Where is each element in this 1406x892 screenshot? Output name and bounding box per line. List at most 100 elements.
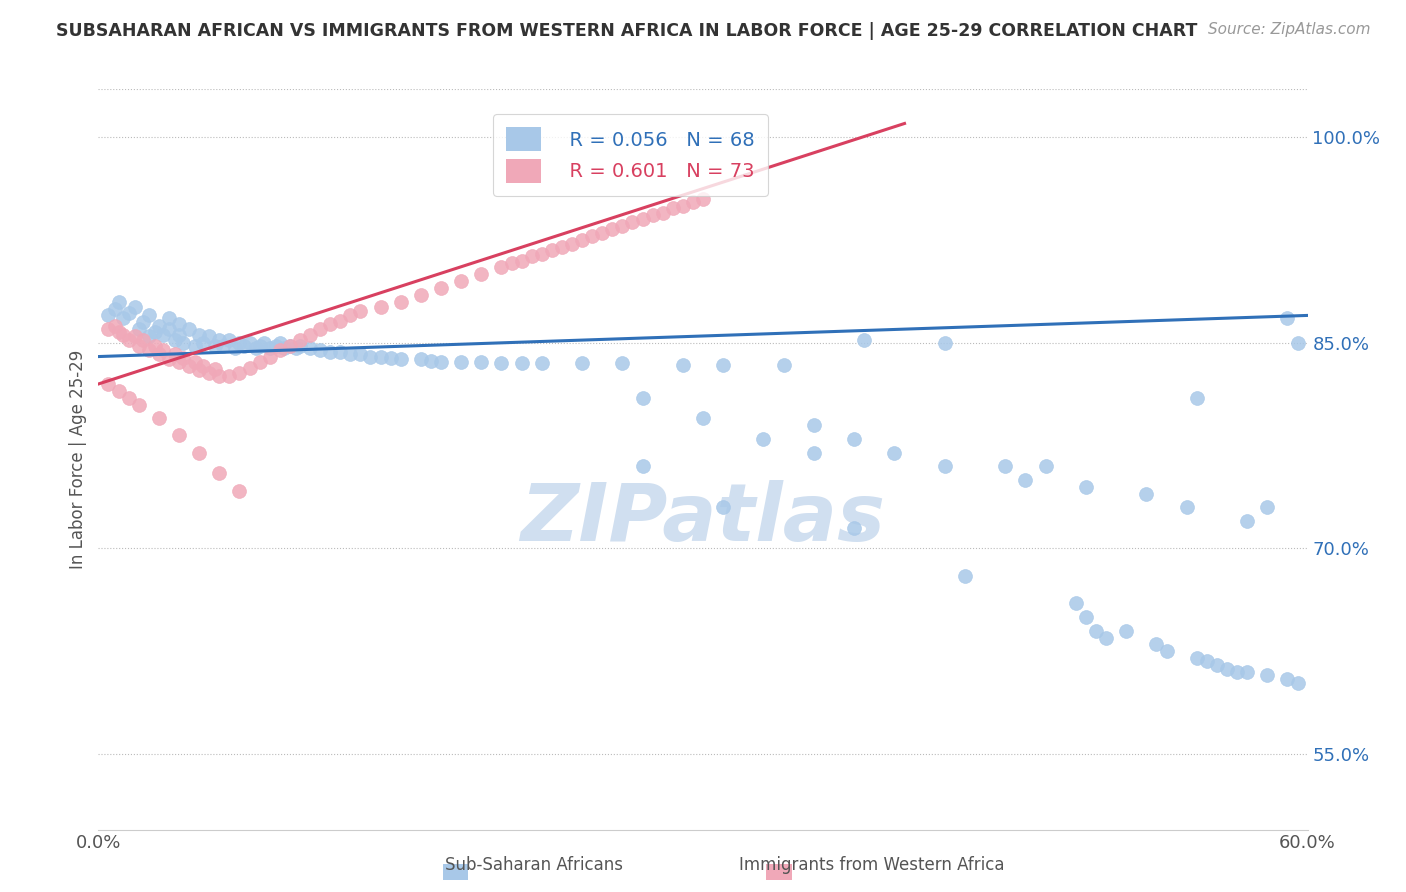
Point xyxy=(612,356,634,370)
Point xyxy=(132,333,155,347)
Point xyxy=(167,355,190,369)
Point xyxy=(409,352,432,367)
Point xyxy=(288,338,311,352)
Point xyxy=(1256,667,1278,681)
Point xyxy=(682,194,704,209)
Point xyxy=(1014,473,1036,487)
Point xyxy=(163,333,186,347)
Point xyxy=(711,358,734,372)
Point xyxy=(450,274,472,288)
Point xyxy=(711,500,734,515)
Point xyxy=(167,317,190,331)
Point xyxy=(803,418,825,433)
Point xyxy=(752,432,775,446)
Point xyxy=(111,311,134,326)
Point xyxy=(232,338,254,352)
Point xyxy=(551,240,574,254)
Point xyxy=(510,356,533,370)
Point xyxy=(329,345,352,359)
Point xyxy=(118,391,141,405)
Point xyxy=(430,281,453,295)
Point xyxy=(124,300,146,314)
Point xyxy=(1277,311,1299,326)
Point xyxy=(380,351,402,365)
Point xyxy=(228,366,250,380)
Text: Sub-Saharan Africans: Sub-Saharan Africans xyxy=(446,856,623,874)
Point xyxy=(218,368,240,383)
Point xyxy=(269,335,291,350)
Point xyxy=(1236,665,1258,679)
Point xyxy=(571,233,593,247)
Point xyxy=(218,333,240,347)
Point xyxy=(179,322,201,336)
Point xyxy=(167,427,190,442)
Point xyxy=(253,335,276,350)
Point xyxy=(118,306,141,320)
Point xyxy=(188,327,211,342)
Point xyxy=(430,355,453,369)
Point xyxy=(409,288,432,302)
Point xyxy=(934,335,956,350)
Point xyxy=(510,253,533,268)
Point xyxy=(204,362,226,376)
Point xyxy=(128,322,150,336)
Point xyxy=(672,199,695,213)
Point xyxy=(198,329,221,343)
Point xyxy=(143,338,166,352)
Point xyxy=(152,327,174,342)
Point xyxy=(470,355,492,369)
Point xyxy=(224,342,246,356)
Point xyxy=(319,317,342,331)
Point xyxy=(152,343,174,357)
Point xyxy=(107,325,129,339)
Point xyxy=(612,219,634,234)
Point xyxy=(264,338,287,352)
Point xyxy=(188,363,211,377)
Point xyxy=(208,368,231,383)
Point xyxy=(1286,335,1309,350)
Point xyxy=(184,338,207,352)
Point xyxy=(259,342,281,356)
Point xyxy=(501,256,523,270)
Point xyxy=(360,350,382,364)
Point xyxy=(157,311,180,326)
Point xyxy=(420,353,443,368)
Point xyxy=(1085,624,1108,638)
Point xyxy=(530,246,553,260)
Point xyxy=(844,432,866,446)
Point xyxy=(198,366,221,380)
Point xyxy=(299,342,322,356)
Legend:   R = 0.056   N = 68,   R = 0.601   N = 73: R = 0.056 N = 68, R = 0.601 N = 73 xyxy=(492,113,768,196)
Point xyxy=(631,459,654,474)
Point xyxy=(172,351,194,365)
Point xyxy=(228,483,250,498)
Point xyxy=(245,342,267,356)
Point xyxy=(278,338,301,352)
Point xyxy=(172,335,194,350)
Point xyxy=(621,215,644,229)
Point xyxy=(1226,665,1249,679)
Point xyxy=(561,237,583,252)
Point xyxy=(138,309,160,323)
Point xyxy=(450,355,472,369)
Point xyxy=(853,333,876,347)
Point xyxy=(1256,500,1278,515)
Point xyxy=(1035,459,1057,474)
Point xyxy=(1185,651,1208,665)
Text: SUBSAHARAN AFRICAN VS IMMIGRANTS FROM WESTERN AFRICA IN LABOR FORCE | AGE 25-29 : SUBSAHARAN AFRICAN VS IMMIGRANTS FROM WE… xyxy=(56,22,1198,40)
Point xyxy=(591,226,613,240)
Text: ZIPatlas: ZIPatlas xyxy=(520,480,886,558)
Point xyxy=(1095,631,1118,645)
Point xyxy=(148,411,170,425)
Point xyxy=(844,521,866,535)
Point xyxy=(1135,486,1157,500)
Point xyxy=(97,309,120,323)
Point xyxy=(349,347,371,361)
Point xyxy=(148,319,170,334)
Point xyxy=(138,343,160,357)
Point xyxy=(602,222,624,236)
Point xyxy=(571,356,593,370)
Point xyxy=(143,325,166,339)
Point xyxy=(339,309,361,323)
Point xyxy=(97,376,120,391)
